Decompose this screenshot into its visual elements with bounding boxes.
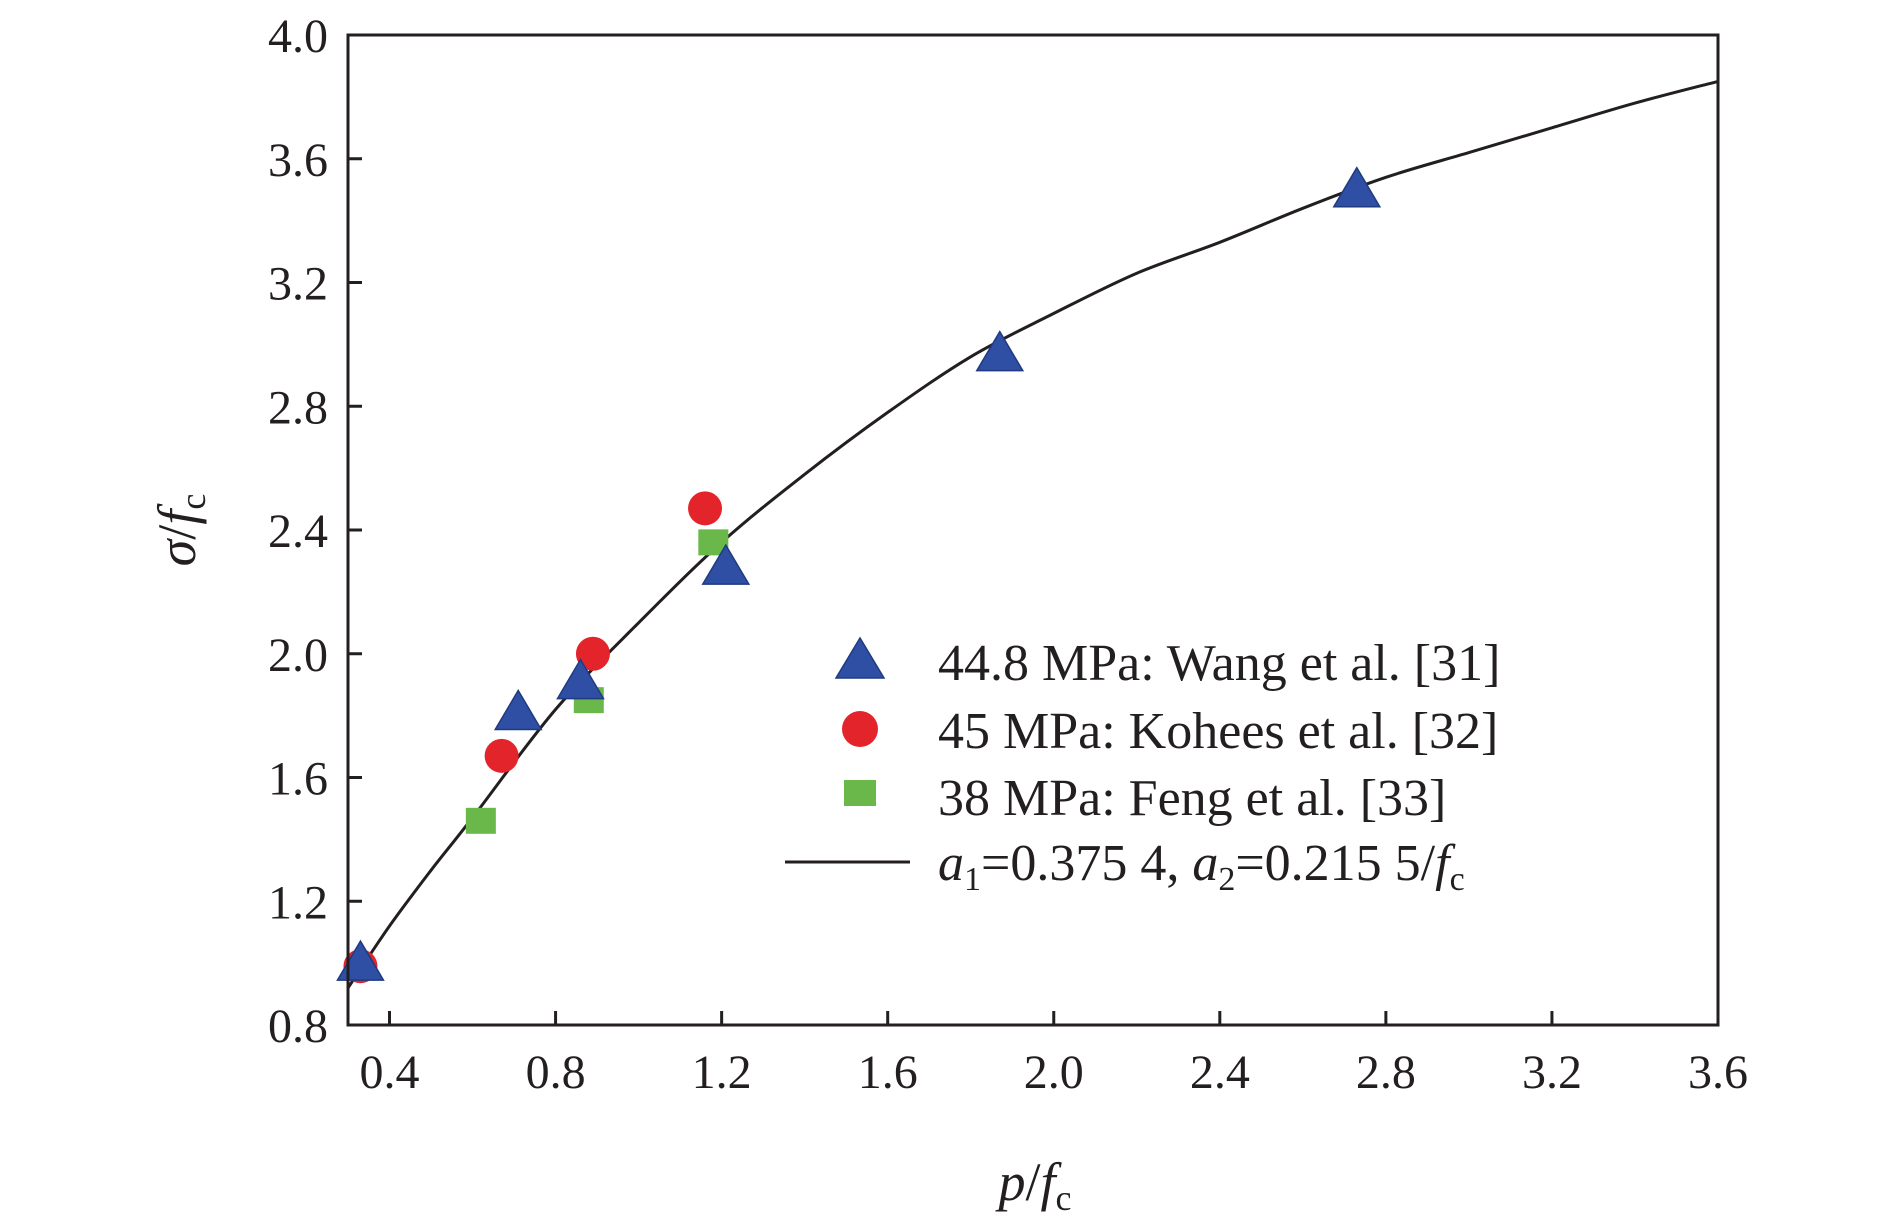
x-axis-title-sep: / (1025, 1152, 1040, 1212)
fit-curve (346, 79, 1719, 989)
legend-triangle-marker (834, 636, 886, 679)
triangle-marker (701, 543, 751, 585)
y-axis-title-sub: c (173, 494, 213, 510)
y-axis-title: σ/fc (147, 494, 213, 567)
legend-label-wang: 44.8 MPa: Wang et al. [31] (938, 635, 1500, 692)
triangle-marker (1332, 166, 1382, 208)
y-tick-label: 3.2 (268, 258, 328, 311)
circle-marker (688, 491, 723, 526)
y-tick-label: 2.4 (268, 505, 328, 558)
x-tick-label: 3.2 (1522, 1046, 1582, 1099)
legend-label-kohees: 45 MPa: Kohees et al. [32] (938, 703, 1498, 760)
x-tick-label: 2.0 (1024, 1046, 1084, 1099)
fit-a1-value: =0.375 4, (981, 835, 1192, 892)
data-markers (336, 166, 1382, 984)
x-tick-label: 3.6 (1688, 1046, 1748, 1099)
fit-a2-symbol: a (1192, 835, 1218, 892)
legend: 44.8 MPa: Wang et al. [31] 45 MPa: Kohee… (785, 635, 1500, 898)
x-axis-title-sub: c (1056, 1178, 1072, 1218)
y-axis-ticks: 0.8 1.2 1.6 2.0 2.4 2.8 3.2 3.6 4.0 (268, 10, 362, 1053)
legend-circle-marker (842, 711, 878, 747)
x-axis-title-main: p (994, 1152, 1025, 1212)
square-marker (465, 807, 496, 834)
legend-label-feng: 38 MPa: Feng et al. [33] (938, 770, 1446, 827)
triangle-marker (493, 689, 543, 731)
y-tick-label: 0.8 (268, 1000, 328, 1053)
legend-label-fit: a1=0.375 4, a2=0.215 5/fc (938, 835, 1465, 898)
legend-square-marker (844, 780, 876, 806)
triangle-marker (975, 330, 1025, 372)
y-tick-label: 4.0 (268, 10, 328, 63)
x-axis-title: p/fc (994, 1152, 1071, 1218)
y-axis-title-main: σ (147, 537, 207, 566)
y-tick-label: 2.8 (268, 381, 328, 434)
fit-line-layer (346, 79, 1719, 989)
y-tick-label: 2.0 (268, 629, 328, 682)
x-tick-label: 1.6 (858, 1046, 918, 1099)
fit-a1-subscript: 1 (964, 861, 981, 898)
fit-a1-symbol: a (938, 835, 964, 892)
y-tick-label: 3.6 (268, 134, 328, 187)
x-axis-ticks: 0.4 0.8 1.2 1.6 2.0 2.4 2.8 3.2 3.6 (360, 1011, 1748, 1099)
x-tick-label: 0.8 (526, 1046, 586, 1099)
fit-a2-value: =0.215 5/ (1235, 835, 1435, 892)
x-tick-label: 2.4 (1190, 1046, 1250, 1099)
fit-f-subscript: c (1450, 861, 1465, 898)
x-tick-label: 0.4 (360, 1046, 420, 1099)
circle-marker (575, 636, 610, 671)
y-tick-label: 1.2 (268, 876, 328, 929)
circle-marker (484, 738, 519, 773)
triangle-marker (556, 658, 605, 700)
fit-a2-subscript: 2 (1218, 861, 1235, 898)
y-axis-title-sep: / (147, 525, 207, 540)
x-tick-label: 1.2 (692, 1046, 752, 1099)
x-tick-label: 2.8 (1356, 1046, 1416, 1099)
y-tick-label: 1.6 (268, 753, 328, 806)
